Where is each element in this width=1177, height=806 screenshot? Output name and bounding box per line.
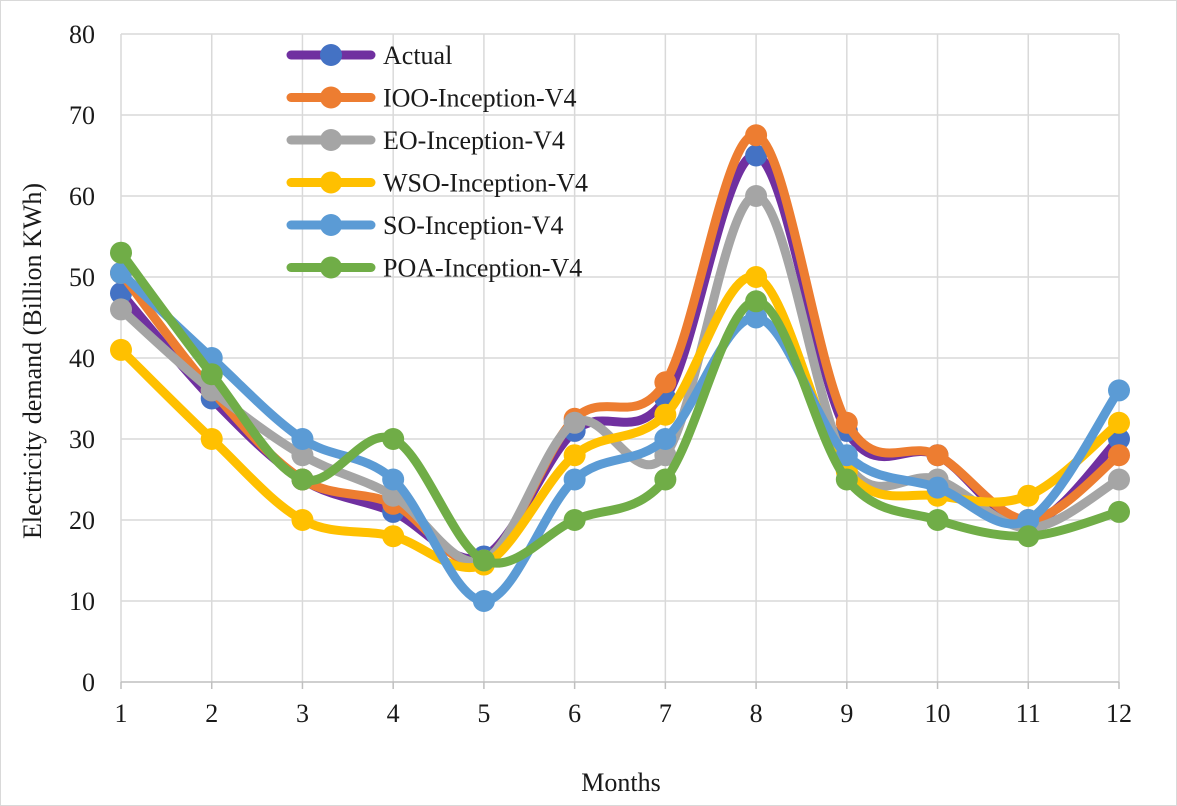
y-tick-label: 30: [69, 425, 95, 454]
data-point-wso-inception-v4: [1017, 484, 1040, 507]
y-tick-label: 20: [69, 506, 95, 535]
data-point-poa-inception-v4: [110, 241, 132, 264]
data-point-so-inception-v4: [1017, 509, 1040, 531]
data-point-wso-inception-v4: [654, 403, 677, 426]
data-point-poa-inception-v4: [835, 468, 858, 491]
x-tick-label: 6: [568, 699, 581, 728]
data-point-so-inception-v4: [291, 428, 314, 450]
data-point-poa-inception-v4: [382, 428, 405, 450]
data-point-poa-inception-v4: [200, 363, 223, 386]
legend-label: WSO-Inception-V4: [383, 169, 588, 198]
legend-label: IOO-Inception-V4: [383, 84, 577, 113]
series-so-inception-v4: [110, 261, 1130, 612]
grid: [120, 33, 1120, 682]
series-group: [110, 124, 1130, 612]
x-tick-label: 5: [477, 699, 490, 728]
legend-entry-ioo-inception-v4: IOO-Inception-V4: [286, 84, 577, 113]
y-tick-label: 0: [82, 668, 95, 697]
data-point-poa-inception-v4: [291, 468, 314, 491]
y-tick-label: 70: [69, 101, 95, 130]
x-tick-label: 9: [840, 699, 853, 728]
y-tick-label: 40: [69, 344, 95, 373]
data-point-poa-inception-v4: [563, 509, 586, 531]
data-point-actual: [745, 144, 768, 167]
data-point-poa-inception-v4: [926, 509, 949, 531]
y-tick-label: 60: [69, 182, 95, 211]
series-poa-inception-v4: [110, 241, 1130, 572]
data-point-wso-inception-v4: [745, 266, 768, 288]
data-point-poa-inception-v4: [745, 290, 768, 313]
data-point-poa-inception-v4: [472, 549, 495, 572]
x-tick-label: 10: [925, 699, 951, 728]
legend-swatch-marker: [320, 256, 342, 279]
data-point-wso-inception-v4: [291, 509, 314, 531]
y-tick-label: 50: [69, 263, 95, 292]
data-point-so-inception-v4: [835, 444, 858, 467]
y-tick-label: 80: [69, 20, 95, 49]
legend-swatch-marker: [320, 129, 342, 151]
data-point-ioo-inception-v4: [654, 371, 677, 394]
x-tick-label: 4: [387, 699, 400, 728]
data-point-wso-inception-v4: [563, 444, 586, 467]
x-tick-label: 8: [750, 699, 763, 728]
y-tick-label: 10: [69, 587, 95, 616]
legend-swatch-marker: [320, 171, 342, 194]
x-tick-label: 11: [1016, 699, 1041, 728]
data-point-so-inception-v4: [472, 590, 495, 612]
data-point-so-inception-v4: [926, 476, 949, 499]
x-axis-title: Months: [581, 768, 660, 797]
data-point-so-inception-v4: [745, 306, 768, 329]
data-point-eo-inception-v4: [291, 444, 314, 467]
x-tick-label: 3: [296, 699, 309, 728]
data-point-eo-inception-v4: [745, 185, 768, 207]
data-point-so-inception-v4: [382, 468, 405, 491]
legend: Actual IOO-Inception-V4 EO-Inception-V4 WSO…: [286, 41, 588, 283]
legend-entry-so-inception-v4: SO-Inception-V4: [286, 211, 564, 240]
legend-label: POA-Inception-V4: [383, 254, 582, 283]
legend-label: Actual: [383, 41, 452, 70]
data-point-so-inception-v4: [1108, 379, 1130, 402]
y-axis-title: Electricity demand (Billion KWh): [18, 183, 47, 539]
x-tick-label: 12: [1106, 699, 1132, 728]
legend-swatch-marker: [320, 44, 342, 66]
x-tick-label: 7: [659, 699, 672, 728]
data-point-wso-inception-v4: [200, 428, 223, 450]
data-point-poa-inception-v4: [654, 468, 677, 491]
data-point-eo-inception-v4: [563, 411, 586, 434]
data-point-eo-inception-v4: [110, 298, 132, 321]
data-point-ioo-inception-v4: [926, 444, 949, 467]
data-point-poa-inception-v4: [1108, 500, 1130, 523]
data-point-wso-inception-v4: [382, 525, 405, 548]
data-point-eo-inception-v4: [654, 444, 677, 467]
data-point-eo-inception-v4: [1108, 468, 1130, 491]
data-point-so-inception-v4: [654, 428, 677, 450]
x-tick-label: 2: [205, 699, 218, 728]
legend-entry-eo-inception-v4: EO-Inception-V4: [286, 126, 565, 155]
legend-label: EO-Inception-V4: [383, 126, 565, 155]
legend-entry-poa-inception-v4: POA-Inception-V4: [286, 254, 582, 283]
x-tick-label: 1: [115, 699, 128, 728]
data-point-wso-inception-v4: [1108, 411, 1130, 434]
data-point-ioo-inception-v4: [745, 124, 768, 147]
legend-label: SO-Inception-V4: [383, 211, 564, 240]
data-point-so-inception-v4: [563, 468, 586, 491]
legend-swatch-marker: [320, 86, 342, 109]
data-point-ioo-inception-v4: [1108, 444, 1130, 467]
data-point-wso-inception-v4: [110, 338, 132, 361]
legend-entry-wso-inception-v4: WSO-Inception-V4: [286, 169, 588, 198]
legend-swatch-marker: [320, 214, 342, 236]
data-point-ioo-inception-v4: [835, 411, 858, 434]
legend-entry-actual: Actual: [286, 41, 452, 70]
data-point-poa-inception-v4: [1017, 525, 1040, 548]
